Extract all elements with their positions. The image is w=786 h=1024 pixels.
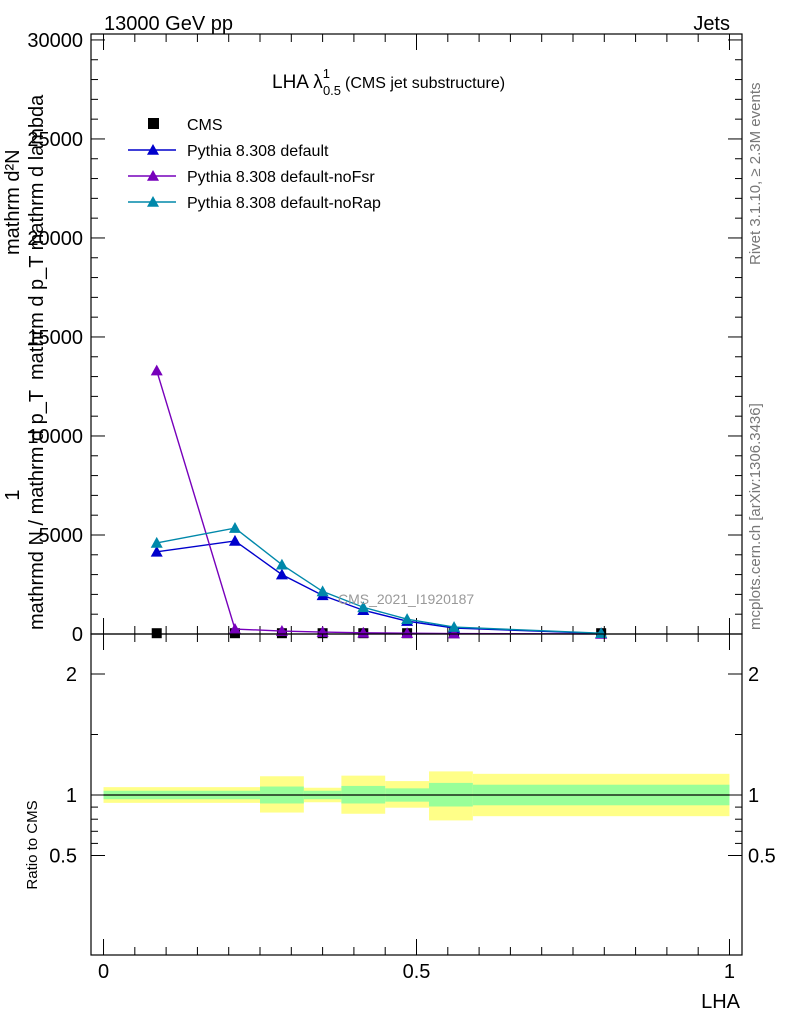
series-point-1 xyxy=(275,568,288,580)
watermark: CMS_2021_I1920187 xyxy=(338,591,474,607)
data-point xyxy=(151,628,162,639)
series-point-3 xyxy=(228,522,241,533)
header-right: Jets xyxy=(693,13,730,35)
series-point-3 xyxy=(448,621,461,632)
chart-title-main: LHA λ xyxy=(272,72,323,93)
series-line-3 xyxy=(156,527,602,634)
series-point-1 xyxy=(150,545,163,557)
series-point-3 xyxy=(275,558,288,570)
legend-label: Pythia 8.308 default-noRap xyxy=(187,195,381,212)
ytick-label: 5000 xyxy=(39,525,84,547)
ytick-label: 15000 xyxy=(27,327,83,349)
ylabel-prefix-bottom: mathrmd N / mathrm d p_T xyxy=(26,390,48,630)
ylabel-bottom: mathrm d p_T mathrm d lambda xyxy=(26,94,48,380)
ratio-ytick-label-right: 0.5 xyxy=(748,846,776,868)
ratio-ytick-label-right: 2 xyxy=(748,664,759,686)
rivet-label: Rivet 3.1.10, ≥ 2.3M events xyxy=(747,83,764,266)
ylabel-top: mathrm d²N xyxy=(2,149,24,255)
series-point-2 xyxy=(357,626,370,638)
series-point-2 xyxy=(150,364,163,376)
ratio-ytick-label: 1 xyxy=(66,785,77,807)
series-point-2 xyxy=(448,627,461,639)
series-point-3 xyxy=(150,536,163,548)
ytick-label: 20000 xyxy=(27,228,83,250)
ratio-panel: 0 0.5 1 0.5 0.5 1 1 2 2 xyxy=(49,633,776,983)
legend-marker xyxy=(148,118,159,129)
chart-title: LHA λ1 0.5 (CMS jet substructure) xyxy=(272,66,505,98)
series-line-1 xyxy=(156,540,602,635)
legend-marker xyxy=(147,196,159,207)
ytick-label: 10000 xyxy=(27,426,83,448)
ratio-ytick-label: 2 xyxy=(66,664,77,686)
xtick-label: 1 xyxy=(724,961,735,983)
series-point-2 xyxy=(275,625,288,636)
ytick-label: 30000 xyxy=(27,30,83,52)
ytick-label: 0 xyxy=(72,624,83,646)
ratio-ytick-label: 0.5 xyxy=(49,846,77,868)
series-point-2 xyxy=(401,627,414,639)
series-point-3 xyxy=(316,585,329,597)
legend-marker xyxy=(147,144,159,155)
series-point-3 xyxy=(357,601,370,613)
xtick-label: 0 xyxy=(98,961,109,983)
ratio-ytick-label-right: 1 xyxy=(748,785,759,807)
legend-label: Pythia 8.308 default-noFsr xyxy=(187,169,375,186)
ylabel-prefix-top: 1 xyxy=(2,489,24,500)
legend: CMS Pythia 8.308 default Pythia 8.308 defa… xyxy=(128,117,381,212)
main-panel: 0 5000 10000 15000 20000 25000 30000 xyxy=(27,30,743,646)
xlabel: LHA xyxy=(701,991,741,1013)
ytick-label: 25000 xyxy=(27,129,83,151)
chart-title-rest: (CMS jet substructure) xyxy=(345,75,505,92)
mcplots-label: mcplots.cern.ch [arXiv:1306.3436] xyxy=(747,403,764,630)
series-point-3 xyxy=(401,613,414,624)
chart-title-sup: 1 xyxy=(323,66,330,81)
chart-title-sub: 0.5 xyxy=(323,83,341,98)
ratio-ylabel: Ratio to CMS xyxy=(24,800,41,889)
legend-label: CMS xyxy=(187,117,223,134)
legend-label: Pythia 8.308 default xyxy=(187,143,329,160)
xtick-label: 0.5 xyxy=(403,961,431,983)
header-left: 13000 GeV pp xyxy=(104,13,233,35)
series-point-1 xyxy=(228,534,241,546)
legend-marker xyxy=(147,170,159,181)
series-point-2 xyxy=(228,623,241,634)
